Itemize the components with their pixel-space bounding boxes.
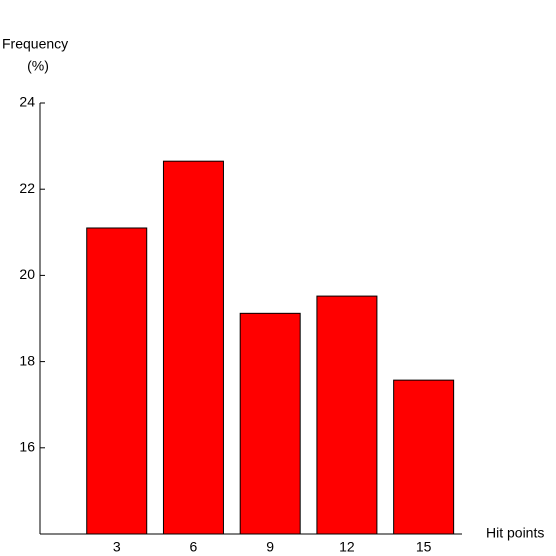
- y-tick-label: 16: [19, 439, 35, 455]
- x-tick-label: 9: [266, 539, 274, 555]
- x-tick-label: 15: [416, 539, 432, 555]
- x-tick-label: 6: [190, 539, 198, 555]
- y-tick-label: 20: [19, 266, 35, 282]
- bar: [239, 312, 301, 535]
- y-tick-label: 22: [19, 180, 35, 196]
- bar: [86, 227, 148, 535]
- bar: [162, 160, 224, 535]
- y-tick-label: 24: [19, 94, 35, 110]
- x-axis-label: Hit points: [486, 525, 544, 541]
- bar: [393, 379, 455, 535]
- x-tick-label: 12: [339, 539, 355, 555]
- y-axis-unit: (%): [27, 58, 49, 74]
- x-tick-label: 3: [113, 539, 121, 555]
- bar: [316, 295, 378, 535]
- y-axis-label: Frequency: [2, 36, 68, 52]
- y-tick-label: 18: [19, 352, 35, 368]
